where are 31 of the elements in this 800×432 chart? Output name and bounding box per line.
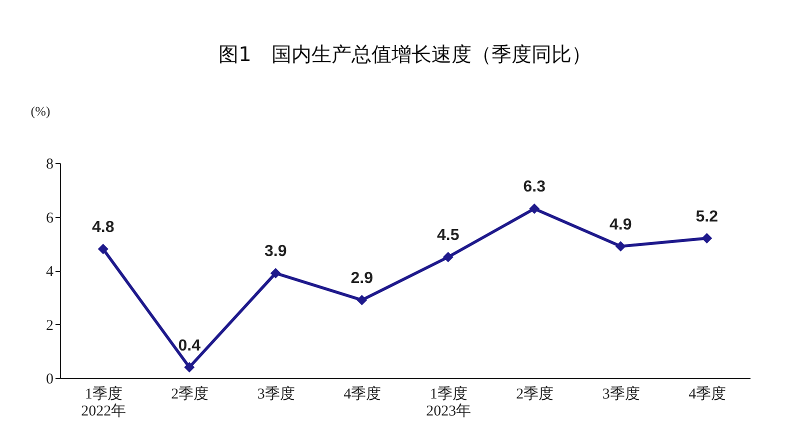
data-label: 6.3 xyxy=(523,178,546,196)
data-label: 5.2 xyxy=(696,208,718,226)
y-tick-label: 4 xyxy=(46,264,54,280)
data-label: 3.9 xyxy=(264,243,287,260)
chart-title: 图1 国内生产总值增长速度（季度同比） xyxy=(218,42,592,66)
x-tick-label: 2季度 xyxy=(171,386,209,402)
point xyxy=(702,233,712,244)
x-tick-label: 3季度 xyxy=(602,386,640,402)
x-tick-label: 2季度 xyxy=(516,386,554,402)
x-tick-label: 4季度 xyxy=(688,386,726,402)
data-label: 0.4 xyxy=(178,337,201,354)
y-tick-label: 2 xyxy=(46,318,54,334)
point xyxy=(356,294,368,306)
data-label: 4.8 xyxy=(92,219,114,236)
y-tick-label: 0 xyxy=(46,372,54,388)
x-tick-label: 1季度 2022年 xyxy=(81,386,126,420)
point xyxy=(98,244,108,254)
point xyxy=(442,252,454,262)
data-label: 2.9 xyxy=(350,270,374,288)
y-axis-title: (%) xyxy=(30,104,50,118)
y-tick-label: 6 xyxy=(46,210,54,226)
data-label: 4.5 xyxy=(437,227,460,244)
point xyxy=(615,241,626,252)
y-tick-label: 8 xyxy=(46,156,54,172)
data-label: 4.9 xyxy=(610,216,632,234)
point xyxy=(184,362,195,372)
point xyxy=(529,203,540,214)
x-tick-label: 3季度 xyxy=(257,386,295,402)
x-tick-label: 1季度 2023年 xyxy=(426,386,472,420)
point xyxy=(270,268,281,278)
x-tick-label: 4季度 xyxy=(344,386,382,402)
